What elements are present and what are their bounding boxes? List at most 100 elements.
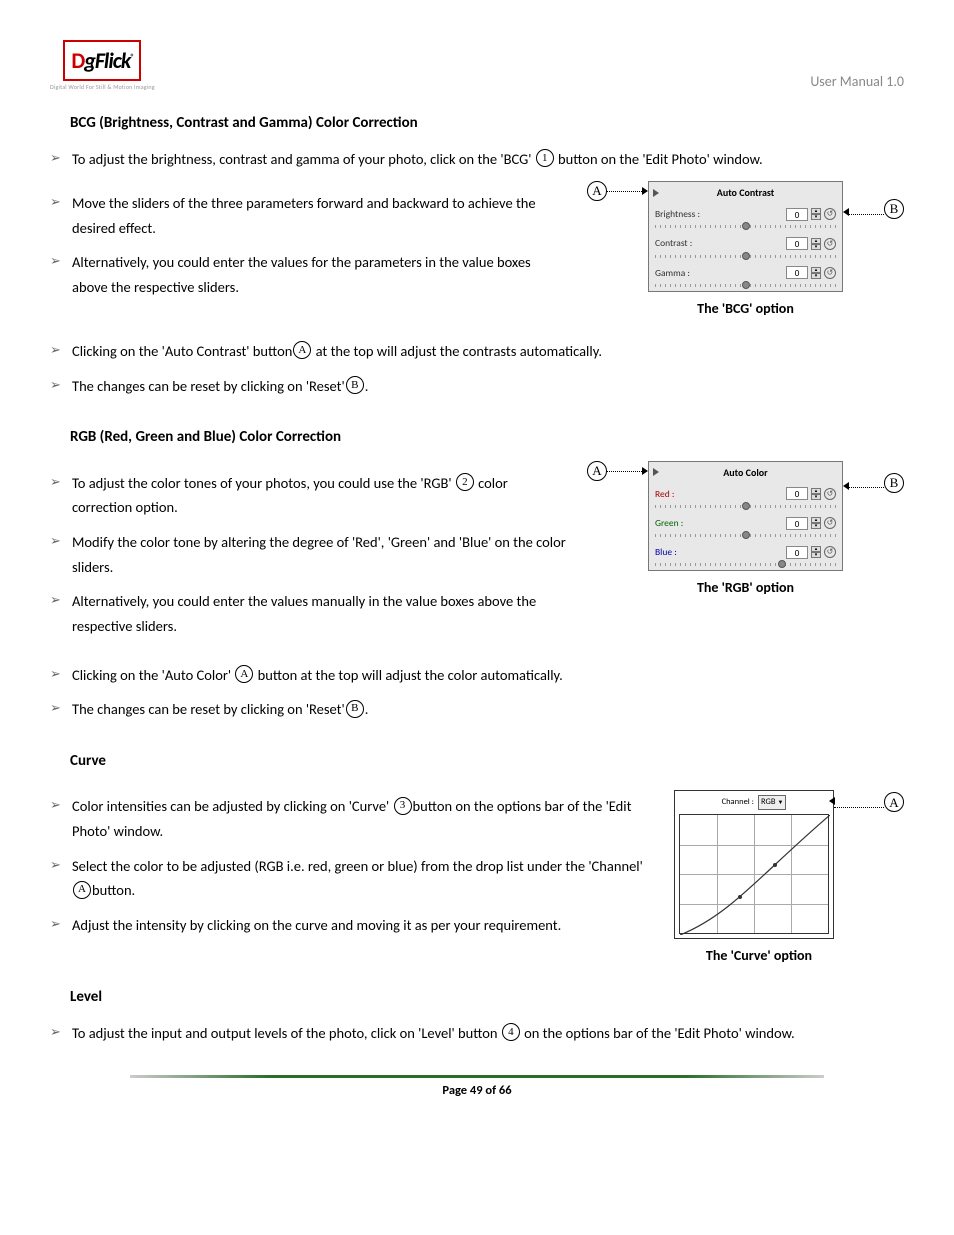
reset-icon[interactable]: ↺ [824,546,836,558]
value-input[interactable]: 0 [786,237,808,250]
callout-line [607,191,642,192]
bullet-arrow-icon: ➢ [50,794,72,816]
bullet-text: Adjust the intensity by clicking on the … [72,913,654,938]
rgb-figure: A Auto ColorRed :0▴▾↺Green :0▴▾↺Blue :0▴… [587,461,904,572]
slider-track[interactable] [655,255,836,258]
rgb-bullet-5: ➢ The changes can be reset by clicking o… [50,697,904,722]
rgb-bullet-1: ➢ To adjust the color tones of your phot… [50,471,567,520]
bullet-arrow-icon: ➢ [50,663,72,685]
param-row: Brightness : 0▴▾↺ [649,203,842,232]
bcg-bullet-3: ➢ Alternatively, you could enter the val… [50,250,567,299]
bcg-bullet-5: ➢ The changes can be reset by clicking o… [50,374,904,399]
manual-version: User Manual 1.0 [810,71,904,92]
channel-select[interactable]: RGB [758,795,786,810]
reset-icon[interactable]: ↺ [824,238,836,250]
curve-bullet-1: ➢ Color intensities can be adjusted by c… [50,794,654,843]
value-input[interactable]: 0 [786,517,808,530]
reset-icon[interactable]: ↺ [824,517,836,529]
spinner[interactable]: ▴▾ [811,517,821,529]
logo: DgFlick® Digital World For Still & Motio… [50,40,155,92]
curve-title: Curve [70,750,904,773]
arrow-left-icon [843,482,849,490]
slider-thumb[interactable] [742,252,750,260]
ref-3-icon: 3 [394,797,412,815]
ref-2-icon: 2 [456,473,474,491]
value-input[interactable]: 0 [786,208,808,221]
bullet-arrow-icon: ➢ [50,913,72,935]
bullet-arrow-icon: ➢ [50,854,72,876]
slider-thumb[interactable] [742,281,750,289]
bullet-text: Alternatively, you could enter the value… [72,250,567,299]
value-input[interactable]: 0 [786,546,808,559]
bullet-text: Clicking on the 'Auto Color' A button at… [72,663,904,688]
slider-track[interactable] [655,225,836,228]
spinner[interactable]: ▴▾ [811,546,821,558]
slider-thumb[interactable] [742,502,750,510]
bullet-arrow-icon: ➢ [50,191,72,213]
param-row: Gamma :0▴▾↺ [649,262,842,291]
ref-b-icon: B [346,700,364,718]
arrow-left-icon [829,797,835,810]
reset-icon[interactable]: ↺ [824,488,836,500]
auto-button[interactable]: Auto Contrast [649,182,842,203]
bullet-text: Alternatively, you could enter the value… [72,589,567,638]
param-label: Brightness : [655,207,700,221]
curve-line-icon [680,815,830,935]
curve-caption: The 'Curve' option [614,945,904,966]
bcg-bullet-2: ➢ Move the sliders of the three paramete… [50,191,567,240]
play-icon [653,189,659,197]
slider-track[interactable] [655,563,836,566]
bullet-arrow-icon: ➢ [50,697,72,719]
param-label: Red : [655,487,674,501]
bullet-arrow-icon: ➢ [50,471,72,493]
page-footer: Page 49 of 66 [50,1075,904,1101]
ref-a-icon: A [73,881,91,899]
param-row: Blue : 0▴▾↺ [649,541,842,570]
bullet-arrow-icon: ➢ [50,339,72,361]
page-number: Page 49 of 66 [50,1082,904,1101]
slider-thumb[interactable] [742,222,750,230]
reset-icon[interactable]: ↺ [824,267,836,279]
callout-a-icon: A [884,792,904,812]
value-input[interactable]: 0 [786,487,808,500]
bcg-caption: The 'BCG' option [587,298,904,319]
curve-bullet-3: ➢ Adjust the intensity by clicking on th… [50,913,654,938]
bullet-text: Color intensities can be adjusted by cli… [72,794,654,843]
curve-figure: Channel : RGB [674,790,904,939]
bullet-text: Modify the color tone by altering the de… [72,530,567,579]
bullet-text: To adjust the input and output levels of… [72,1021,904,1046]
slider-track[interactable] [655,284,836,287]
rgb-bullet-2: ➢ Modify the color tone by altering the … [50,530,567,579]
value-input[interactable]: 0 [786,266,808,279]
spinner[interactable]: ▴▾ [811,488,821,500]
reset-icon[interactable]: ↺ [824,208,836,220]
spinner[interactable]: ▴▾ [811,238,821,250]
auto-label: Auto Color [723,465,768,480]
callout-a-icon: A [587,181,607,201]
level-bullet-1: ➢ To adjust the input and output levels … [50,1021,904,1046]
curve-grid[interactable] [679,814,829,934]
rgb-caption: The 'RGB' option [587,577,904,598]
bullet-arrow-icon: ➢ [50,147,72,169]
spinner[interactable]: ▴▾ [811,208,821,220]
bullet-arrow-icon: ➢ [50,374,72,396]
slider-thumb[interactable] [742,531,750,539]
callout-line [849,487,884,488]
bcg-title: BCG (Brightness, Contrast and Gamma) Col… [70,112,904,135]
bullet-text: Move the sliders of the three parameters… [72,191,567,240]
spinner[interactable]: ▴▾ [811,267,821,279]
footer-divider [130,1075,824,1078]
param-row: Red : 0▴▾↺ [649,483,842,512]
bullet-arrow-icon: ➢ [50,250,72,272]
auto-button[interactable]: Auto Color [649,462,842,483]
callout-line [849,214,884,215]
slider-track[interactable] [655,505,836,508]
rgb-title: RGB (Red, Green and Blue) Color Correcti… [70,426,904,449]
slider-track[interactable] [655,534,836,537]
logo-tagline: Digital World For Still & Motion Imaging [50,83,155,92]
callout-b-icon: B [884,199,904,219]
arrow-left-icon [843,208,849,216]
slider-thumb[interactable] [778,560,786,568]
param-label: Blue : [655,545,677,559]
logo-text: DgFlick® [63,40,141,81]
